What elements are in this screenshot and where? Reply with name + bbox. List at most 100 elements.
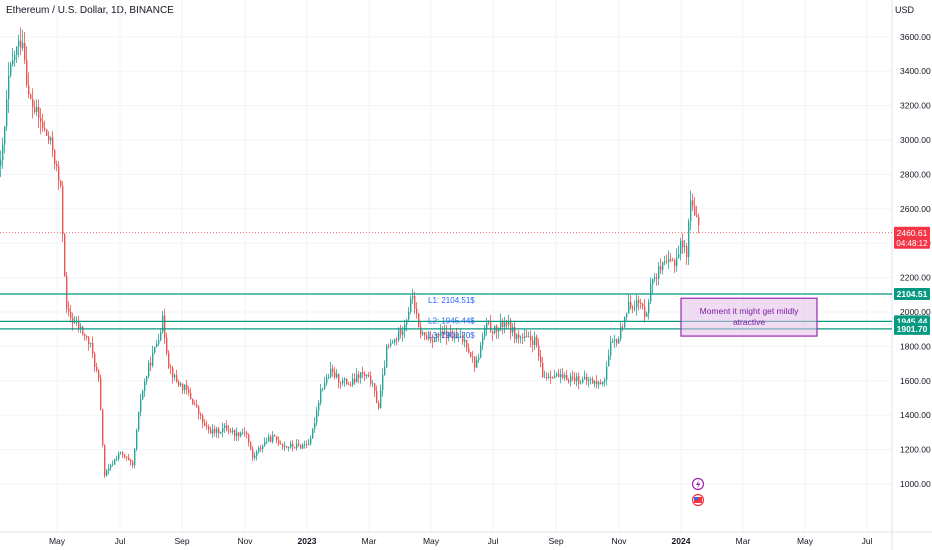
candle-body bbox=[460, 336, 462, 338]
candle-body bbox=[106, 470, 108, 476]
candle bbox=[546, 372, 548, 381]
candle bbox=[168, 350, 170, 370]
candle-body bbox=[362, 372, 364, 374]
candle-body bbox=[652, 279, 654, 285]
y-tick-label: 3000.00 bbox=[900, 135, 931, 145]
candle-body bbox=[360, 372, 362, 378]
candle bbox=[428, 331, 430, 341]
candle-body bbox=[646, 313, 648, 317]
candle-body bbox=[490, 322, 492, 332]
candle bbox=[412, 288, 414, 304]
candle bbox=[678, 245, 680, 259]
candle-body bbox=[226, 425, 228, 430]
candle-body bbox=[584, 376, 586, 380]
candle bbox=[214, 425, 216, 437]
candle bbox=[374, 382, 376, 397]
candle bbox=[490, 315, 492, 333]
candle-body bbox=[450, 331, 452, 337]
currency-label[interactable]: USD bbox=[895, 5, 915, 15]
x-tick-label: Jul bbox=[488, 536, 499, 546]
candle bbox=[388, 343, 390, 349]
candle bbox=[454, 330, 456, 343]
candle-body bbox=[104, 445, 106, 476]
candle-body bbox=[32, 98, 34, 107]
candle-body bbox=[454, 333, 456, 339]
candle bbox=[196, 399, 198, 408]
candle-body bbox=[588, 380, 590, 382]
candle-body bbox=[638, 300, 640, 303]
candle-body bbox=[484, 329, 486, 337]
candle bbox=[278, 436, 280, 447]
candle bbox=[556, 372, 558, 378]
candle-body bbox=[686, 246, 688, 258]
candle-body bbox=[72, 317, 74, 324]
candle-body bbox=[136, 430, 138, 450]
candle-body bbox=[50, 137, 52, 141]
candle-body bbox=[380, 390, 382, 408]
candle bbox=[116, 455, 118, 462]
candle-body bbox=[316, 410, 318, 423]
candle-body bbox=[306, 444, 308, 446]
candle-body bbox=[180, 383, 182, 386]
flag-stripes bbox=[694, 497, 702, 503]
candle-body bbox=[680, 240, 682, 254]
candle bbox=[648, 298, 650, 320]
candle-body bbox=[246, 432, 248, 435]
candle-body bbox=[108, 467, 110, 471]
attractive-zone-box bbox=[680, 297, 818, 337]
candle-body bbox=[258, 447, 260, 452]
candle-body bbox=[364, 373, 366, 376]
candle bbox=[478, 353, 480, 363]
candle bbox=[466, 339, 468, 352]
x-tick-label: May bbox=[423, 536, 440, 546]
candle-body bbox=[562, 374, 564, 378]
candle-body bbox=[346, 379, 348, 385]
candle bbox=[456, 328, 458, 339]
candle bbox=[170, 364, 172, 375]
candle-body bbox=[620, 326, 622, 339]
candle bbox=[430, 331, 432, 344]
candle-body bbox=[272, 435, 274, 442]
candle-body bbox=[508, 320, 510, 325]
candle-body bbox=[36, 106, 38, 112]
candle bbox=[436, 333, 438, 342]
candle bbox=[86, 335, 88, 341]
level-price-badge bbox=[894, 322, 930, 335]
candle-body bbox=[480, 345, 482, 358]
candle-body bbox=[100, 378, 102, 410]
level-price-label: 1901.70 bbox=[897, 324, 928, 334]
candle-body bbox=[668, 259, 670, 262]
candle bbox=[64, 232, 66, 277]
us-flag-event-icon[interactable] bbox=[691, 493, 705, 507]
candle bbox=[384, 360, 386, 376]
candle-body bbox=[632, 307, 634, 309]
candle bbox=[98, 368, 100, 383]
candle bbox=[142, 389, 144, 400]
lightning-event-icon[interactable] bbox=[691, 477, 705, 491]
candle-body bbox=[166, 337, 168, 354]
y-axis: 1000.00 1200.00 1400.00 1600.00 1800.00 2000.… bbox=[894, 32, 931, 489]
candle-body bbox=[54, 150, 56, 164]
candle bbox=[242, 428, 244, 435]
candle-body bbox=[304, 444, 306, 446]
candle-body bbox=[596, 381, 598, 385]
candle-body bbox=[324, 383, 326, 389]
candle-body bbox=[568, 380, 570, 383]
candle bbox=[370, 370, 372, 387]
candle bbox=[626, 312, 628, 321]
candle bbox=[426, 332, 428, 341]
candle-body bbox=[644, 306, 646, 317]
candle-body bbox=[512, 326, 514, 333]
candle bbox=[684, 239, 686, 254]
candle-body bbox=[382, 374, 384, 391]
candle bbox=[520, 335, 522, 344]
level-price-label: 1945.44 bbox=[897, 316, 928, 326]
candle-body bbox=[688, 221, 690, 258]
candle bbox=[32, 88, 34, 119]
candle bbox=[522, 333, 524, 345]
candle-body bbox=[344, 379, 346, 381]
candle bbox=[652, 278, 654, 294]
y-tick-label: 3400.00 bbox=[900, 66, 931, 76]
candle-body bbox=[654, 277, 656, 280]
candle bbox=[36, 99, 38, 117]
